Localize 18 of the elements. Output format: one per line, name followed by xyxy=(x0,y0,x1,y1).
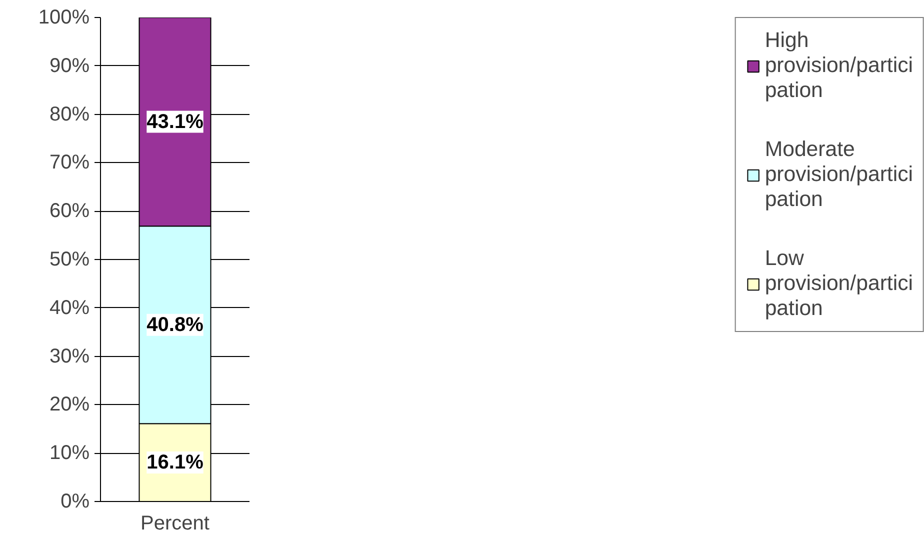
y-tick-label: 50% xyxy=(49,248,90,270)
legend-label: Low provision/participation xyxy=(764,246,913,321)
y-tick-label: 70% xyxy=(49,152,90,174)
x-tick-label: Percent xyxy=(140,512,210,534)
y-tick-label: 100% xyxy=(38,6,90,28)
y-tick-label: 0% xyxy=(60,490,90,512)
y-tick-label: 20% xyxy=(49,394,90,416)
y-tick-label: 30% xyxy=(49,345,90,368)
data-label: 43.1% xyxy=(146,110,204,133)
y-tick-label: 90% xyxy=(49,54,90,77)
y-tick-label: 60% xyxy=(49,200,90,222)
y-tick-label: 10% xyxy=(49,442,90,464)
legend-label: High provision/participation xyxy=(764,28,913,103)
y-tick-label: 40% xyxy=(49,296,90,319)
legend-label: Moderate provision/participation xyxy=(764,137,913,212)
data-label: 16.1% xyxy=(146,452,204,474)
y-tick-label: 80% xyxy=(49,103,90,126)
data-label: 40.8% xyxy=(146,314,204,336)
